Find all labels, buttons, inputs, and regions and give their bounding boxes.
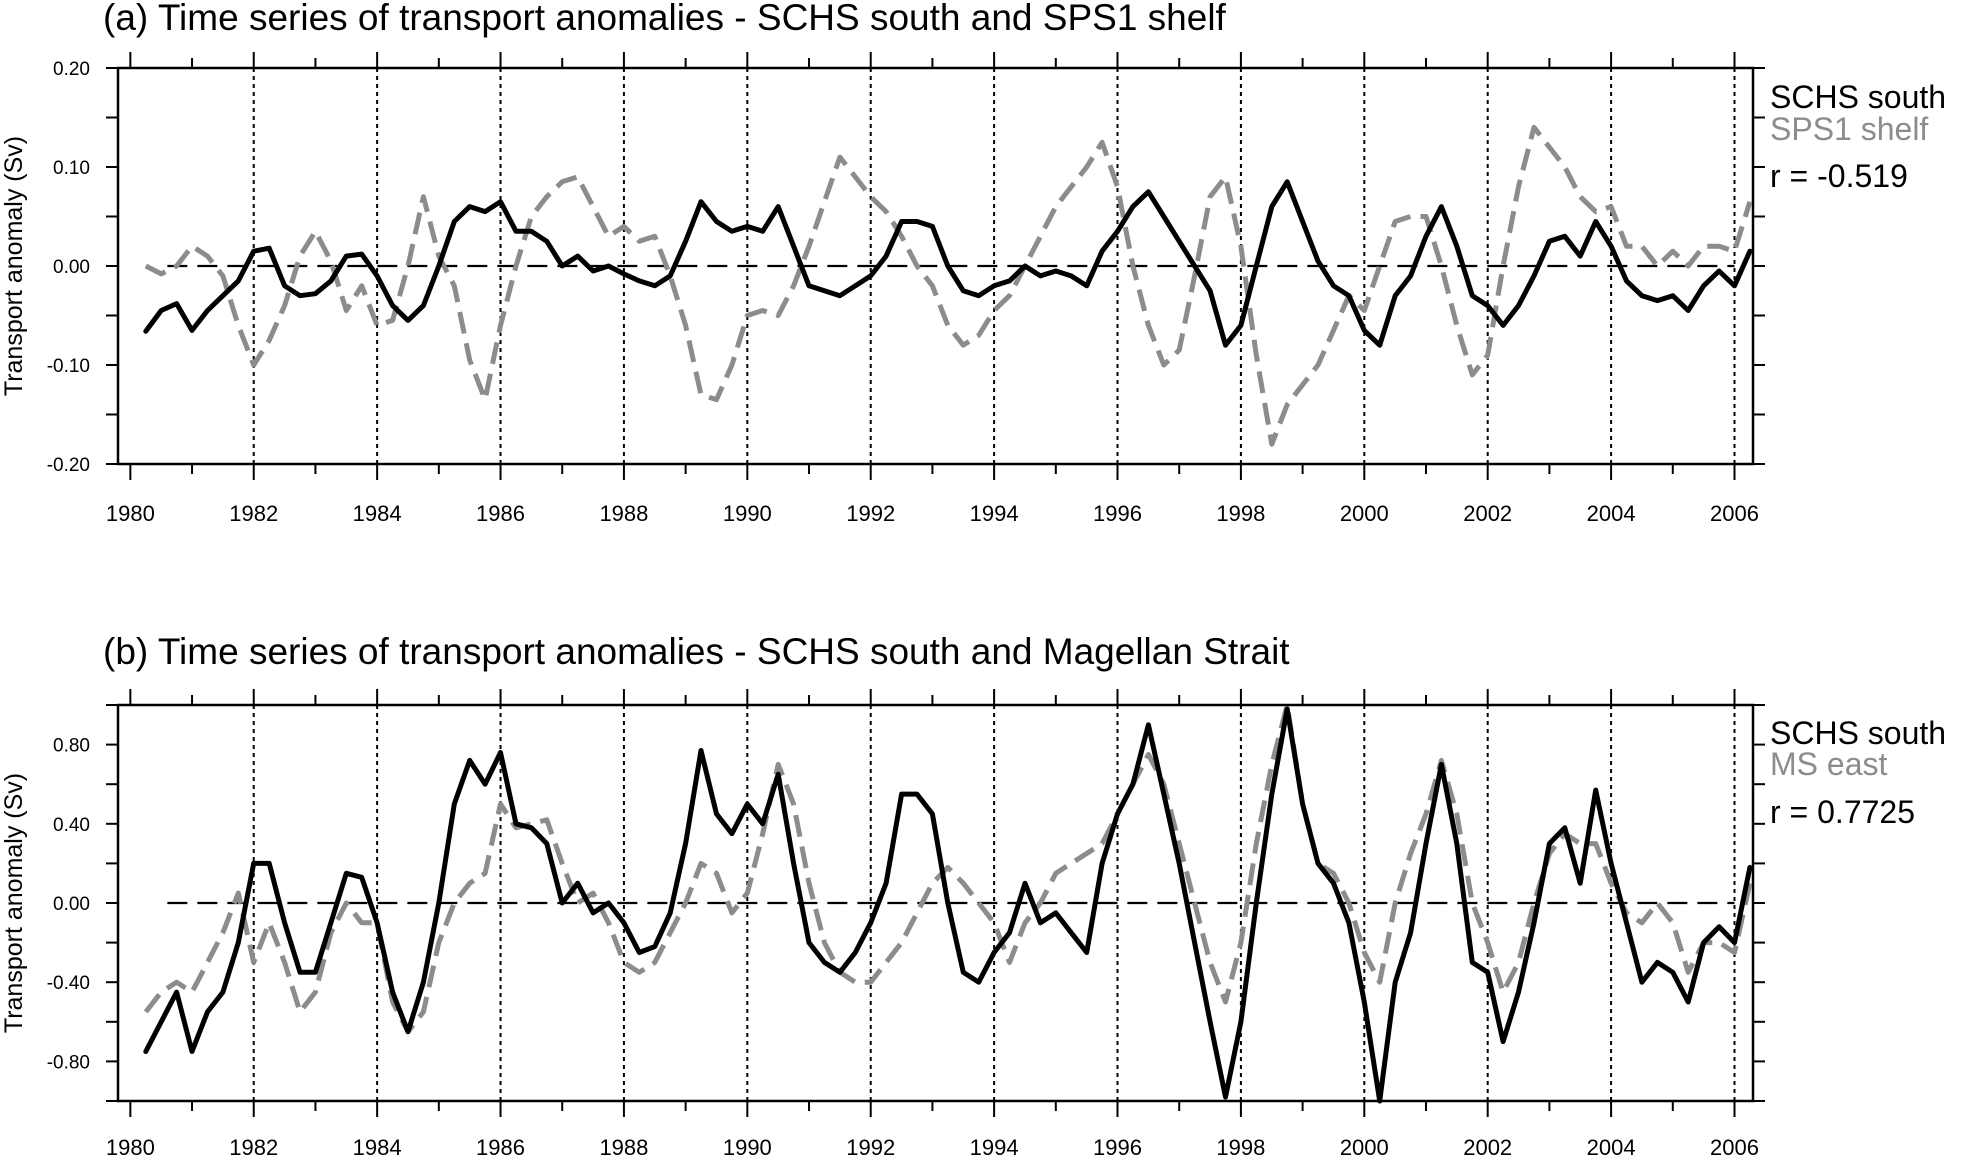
x-tick-label: 2006 bbox=[1710, 1135, 1759, 1156]
y-tick-label: -0.10 bbox=[47, 356, 90, 377]
y-tick-label: 0.10 bbox=[53, 158, 90, 179]
x-tick-label: 1996 bbox=[1093, 1135, 1142, 1156]
y-tick-label: 0.80 bbox=[53, 736, 90, 757]
x-tick-label: 1986 bbox=[476, 501, 525, 526]
chart-title: (a) Time series of transport anomalies -… bbox=[103, 0, 1227, 38]
legend-entry: SCHS south bbox=[1770, 79, 1946, 115]
x-tick-label: 2004 bbox=[1587, 501, 1636, 526]
y-tick-label: -0.40 bbox=[47, 973, 90, 994]
x-tick-label: 1982 bbox=[229, 501, 278, 526]
x-tick-label: 1984 bbox=[353, 501, 402, 526]
x-tick-label: 2000 bbox=[1340, 1135, 1389, 1156]
x-tick-label: 1998 bbox=[1216, 1135, 1265, 1156]
legend-entry: MS east bbox=[1770, 746, 1887, 782]
panel-a: (a) Time series of transport anomalies -… bbox=[0, 0, 1946, 526]
correlation-annotation: r = -0.519 bbox=[1770, 158, 1908, 194]
y-axis-label: Transport anomaly (Sv) bbox=[0, 136, 28, 396]
x-tick-label: 1996 bbox=[1093, 501, 1142, 526]
x-tick-label: 1982 bbox=[229, 1135, 278, 1156]
x-tick-label: 2000 bbox=[1340, 501, 1389, 526]
y-axis-label: Transport anomaly (Sv) bbox=[0, 773, 28, 1033]
x-tick-label: 1986 bbox=[476, 1135, 525, 1156]
legend-entry: SCHS south bbox=[1770, 715, 1946, 751]
series-line-schs-south bbox=[143, 706, 1753, 1104]
x-tick-label: 1994 bbox=[970, 1135, 1019, 1156]
x-tick-label: 1992 bbox=[846, 1135, 895, 1156]
series-line-schs-south bbox=[143, 179, 1753, 348]
x-tick-label: 1990 bbox=[723, 1135, 772, 1156]
x-tick-label: 2002 bbox=[1463, 1135, 1512, 1156]
x-tick-label: 2004 bbox=[1587, 1135, 1636, 1156]
panel-b: (b) Time series of transport anomalies -… bbox=[0, 631, 1946, 1156]
y-tick-label: 0.20 bbox=[53, 59, 90, 80]
x-tick-label: 1988 bbox=[599, 1135, 648, 1156]
x-tick-label: 1994 bbox=[970, 501, 1019, 526]
y-tick-label: -0.20 bbox=[47, 455, 90, 476]
series-line-ms-east bbox=[143, 702, 1753, 1035]
x-tick-label: 1992 bbox=[846, 501, 895, 526]
x-tick-label: 2006 bbox=[1710, 501, 1759, 526]
y-tick-label: -0.80 bbox=[47, 1052, 90, 1073]
x-tick-label: 1998 bbox=[1216, 501, 1265, 526]
chart-title: (b) Time series of transport anomalies -… bbox=[103, 631, 1290, 672]
legend-entry: SPS1 shelf bbox=[1770, 111, 1928, 147]
y-tick-label: 0.40 bbox=[53, 815, 90, 836]
x-tick-label: 2002 bbox=[1463, 501, 1512, 526]
y-tick-label: 0.00 bbox=[53, 257, 90, 278]
x-tick-label: 1988 bbox=[599, 501, 648, 526]
x-tick-label: 1990 bbox=[723, 501, 772, 526]
x-tick-label: 1980 bbox=[106, 501, 155, 526]
x-tick-label: 1984 bbox=[353, 1135, 402, 1156]
correlation-annotation: r = 0.7725 bbox=[1770, 794, 1915, 830]
x-tick-label: 1980 bbox=[106, 1135, 155, 1156]
y-tick-label: 0.00 bbox=[53, 894, 90, 915]
